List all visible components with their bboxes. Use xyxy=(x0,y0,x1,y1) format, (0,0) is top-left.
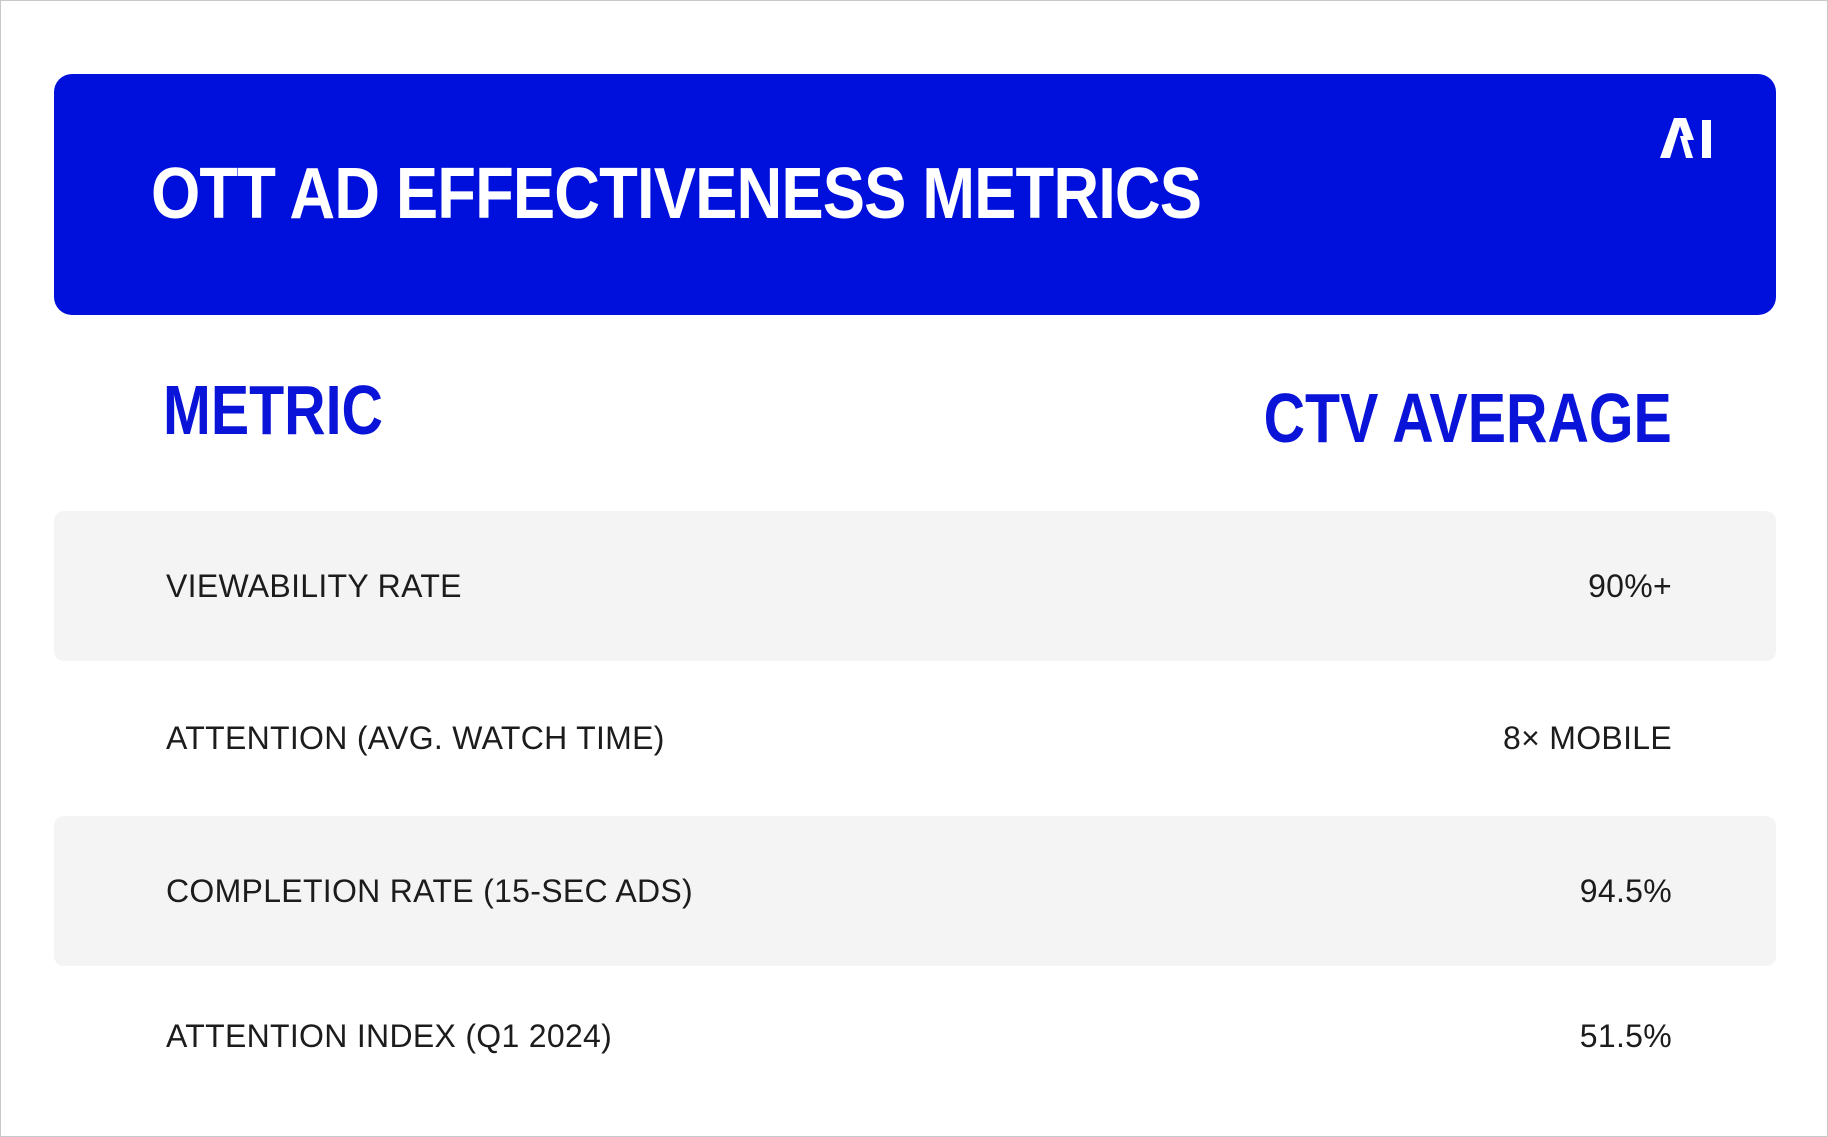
page-title: OTT AD EFFECTIVENESS METRICS xyxy=(151,154,1202,234)
metric-value: 51.5% xyxy=(1579,1017,1672,1054)
column-header-metric: METRIC xyxy=(163,371,384,449)
metric-value: 90%+ xyxy=(1588,567,1672,604)
table-row: ATTENTION (AVG. WATCH TIME) 8× MOBILE xyxy=(54,661,1776,816)
table-row: VIEWABILITY RATE 90%+ xyxy=(54,511,1776,661)
metric-label: ATTENTION (AVG. WATCH TIME) xyxy=(166,720,665,756)
table-row: ATTENTION INDEX (Q1 2024) 51.5% xyxy=(54,966,1776,1106)
metric-value: 94.5% xyxy=(1579,872,1672,909)
metric-label: ATTENTION INDEX (Q1 2024) xyxy=(166,1017,613,1054)
metrics-table: VIEWABILITY RATE 90%+ ATTENTION (AVG. WA… xyxy=(54,511,1776,1106)
metric-value: 8× MOBILE xyxy=(1503,720,1672,756)
table-row: COMPLETION RATE (15-SEC ADS) 94.5% xyxy=(54,816,1776,966)
column-header-ctv-average: CTV AVERAGE xyxy=(1263,379,1672,457)
title-banner: OTT AD EFFECTIVENESS METRICS xyxy=(54,74,1776,315)
metric-label: COMPLETION RATE (15-SEC ADS) xyxy=(166,872,694,909)
brand-logo-icon xyxy=(1660,118,1711,158)
metric-label: VIEWABILITY RATE xyxy=(166,567,462,604)
